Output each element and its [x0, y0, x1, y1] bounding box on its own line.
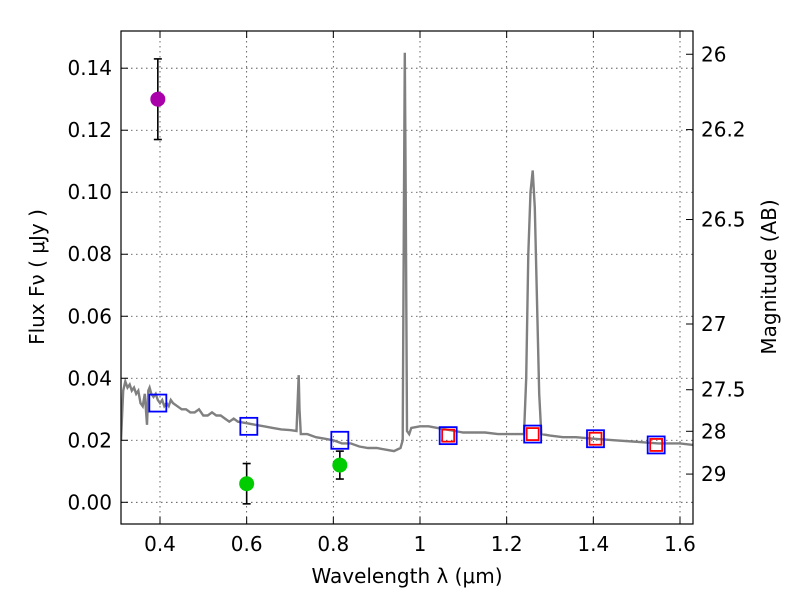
y2-tick-label: 26.2 — [701, 118, 746, 142]
y-tick-label: 0.14 — [67, 56, 112, 80]
x-tick-label: 0.4 — [144, 532, 176, 556]
y2-tick-label: 29 — [701, 462, 726, 486]
model-photometry-square — [523, 424, 543, 444]
y-tick-label: 0.12 — [67, 118, 112, 142]
model-photometry-inner-square — [525, 427, 540, 441]
y-axis-title: Flux Fν ( μJy ) — [25, 209, 49, 345]
x-axis: 0.4 0.6 0.8 1 1.2 1.4 1.6 — [144, 31, 696, 556]
observed-point — [332, 457, 348, 473]
y-axis: 0.00 0.02 0.04 0.06 0.08 0.10 0.12 0.14 — [67, 56, 128, 514]
y-tick-label: 0.06 — [67, 304, 112, 328]
model-photometry-square — [646, 435, 666, 455]
model-photometry-square — [438, 426, 458, 446]
model-photometry-inner-square — [441, 428, 456, 443]
y2-tick-label: 26.5 — [701, 208, 746, 232]
y2-tick-label: 26 — [701, 42, 726, 66]
x-tick-label: 1.4 — [577, 532, 609, 556]
data-marks — [148, 58, 666, 505]
x-tick-label: 1 — [414, 532, 427, 556]
spectrum-line — [121, 52, 693, 453]
y2-axis: 26 26.2 26.5 27 27.5 28 29 — [686, 42, 746, 486]
model-photometry-square — [148, 393, 168, 413]
y-tick-label: 0.00 — [67, 490, 112, 514]
observed-point — [150, 91, 166, 107]
x-tick-label: 0.6 — [231, 532, 263, 556]
grid — [121, 31, 693, 524]
x-axis-title: Wavelength λ (μm) — [311, 564, 502, 588]
y2-tick-label: 28 — [701, 419, 726, 443]
x-tick-label: 1.2 — [491, 532, 523, 556]
x-tick-label: 0.8 — [317, 532, 349, 556]
plot-area — [121, 52, 693, 505]
plot-frame — [120, 30, 694, 525]
y2-tick-label: 27.5 — [701, 378, 746, 402]
y-tick-label: 0.04 — [67, 366, 112, 390]
model-photometry-inner-square — [588, 431, 603, 446]
model-photometry-inner-square — [649, 438, 664, 452]
observed-point — [239, 476, 255, 492]
y-tick-label: 0.02 — [67, 428, 112, 452]
model-photometry-square — [586, 429, 605, 449]
y2-tick-label: 27 — [701, 312, 726, 336]
y-tick-label: 0.08 — [67, 242, 112, 266]
y2-axis-title: Magnitude (AB) — [757, 199, 781, 354]
y-tick-label: 0.10 — [67, 180, 112, 204]
model-photometry-square — [330, 430, 350, 450]
x-tick-label: 1.6 — [664, 532, 696, 556]
model-photometry-square — [239, 416, 259, 436]
